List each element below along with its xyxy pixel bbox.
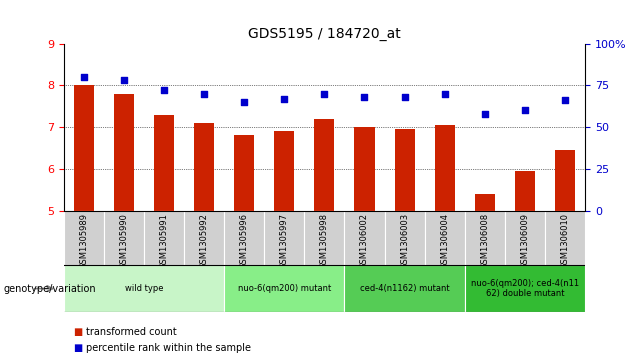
Point bbox=[239, 99, 249, 105]
Bar bbox=[515, 171, 535, 211]
Bar bbox=[394, 129, 415, 211]
Bar bbox=[475, 194, 495, 211]
Text: GSM1306004: GSM1306004 bbox=[440, 213, 449, 269]
Bar bbox=[345, 211, 385, 265]
Bar bbox=[314, 119, 335, 211]
Bar bbox=[555, 150, 575, 211]
Point bbox=[279, 96, 289, 102]
Bar bbox=[144, 211, 184, 265]
Text: percentile rank within the sample: percentile rank within the sample bbox=[86, 343, 251, 354]
Text: GSM1305996: GSM1305996 bbox=[240, 213, 249, 269]
Bar bbox=[234, 135, 254, 211]
Text: ■: ■ bbox=[73, 327, 83, 337]
Text: wild type: wild type bbox=[125, 284, 163, 293]
Text: ■: ■ bbox=[73, 343, 83, 354]
Text: GSM1306009: GSM1306009 bbox=[520, 213, 529, 269]
Text: GSM1306003: GSM1306003 bbox=[400, 213, 409, 269]
Point bbox=[399, 94, 410, 100]
Title: GDS5195 / 184720_at: GDS5195 / 184720_at bbox=[248, 27, 401, 41]
Bar bbox=[505, 211, 545, 265]
Bar bbox=[154, 115, 174, 211]
Bar bbox=[465, 265, 585, 312]
Point bbox=[480, 111, 490, 117]
Bar bbox=[264, 211, 304, 265]
Bar bbox=[74, 85, 93, 211]
Bar bbox=[354, 127, 375, 211]
Bar bbox=[545, 211, 585, 265]
Text: GSM1305990: GSM1305990 bbox=[120, 213, 128, 269]
Point bbox=[79, 74, 89, 80]
Text: GSM1305997: GSM1305997 bbox=[280, 213, 289, 269]
Text: GSM1306008: GSM1306008 bbox=[480, 213, 489, 269]
Bar bbox=[385, 211, 425, 265]
Bar bbox=[425, 211, 465, 265]
Text: GSM1306010: GSM1306010 bbox=[560, 213, 570, 269]
Text: GSM1305998: GSM1305998 bbox=[320, 213, 329, 269]
Point bbox=[119, 77, 129, 83]
Point bbox=[520, 107, 530, 113]
Bar bbox=[64, 265, 224, 312]
Text: nuo-6(qm200) mutant: nuo-6(qm200) mutant bbox=[238, 284, 331, 293]
Point bbox=[199, 91, 209, 97]
Text: ced-4(n1162) mutant: ced-4(n1162) mutant bbox=[360, 284, 450, 293]
Point bbox=[159, 87, 169, 93]
Text: GSM1306002: GSM1306002 bbox=[360, 213, 369, 269]
Bar bbox=[224, 211, 264, 265]
Bar bbox=[304, 211, 345, 265]
Bar bbox=[64, 211, 104, 265]
Text: GSM1305989: GSM1305989 bbox=[79, 213, 88, 269]
Bar bbox=[224, 265, 345, 312]
Bar bbox=[194, 123, 214, 211]
Point bbox=[319, 91, 329, 97]
Point bbox=[359, 94, 370, 100]
Point bbox=[560, 97, 570, 103]
Point bbox=[439, 91, 450, 97]
Bar bbox=[345, 265, 465, 312]
Text: GSM1305992: GSM1305992 bbox=[200, 213, 209, 269]
Bar bbox=[104, 211, 144, 265]
Text: GSM1305991: GSM1305991 bbox=[160, 213, 169, 269]
Bar bbox=[114, 94, 134, 211]
Bar bbox=[274, 131, 294, 211]
Bar bbox=[434, 125, 455, 211]
Text: nuo-6(qm200); ced-4(n11
62) double mutant: nuo-6(qm200); ced-4(n11 62) double mutan… bbox=[471, 279, 579, 298]
Text: genotype/variation: genotype/variation bbox=[3, 284, 96, 294]
Bar bbox=[184, 211, 224, 265]
Bar bbox=[465, 211, 505, 265]
Text: transformed count: transformed count bbox=[86, 327, 177, 337]
